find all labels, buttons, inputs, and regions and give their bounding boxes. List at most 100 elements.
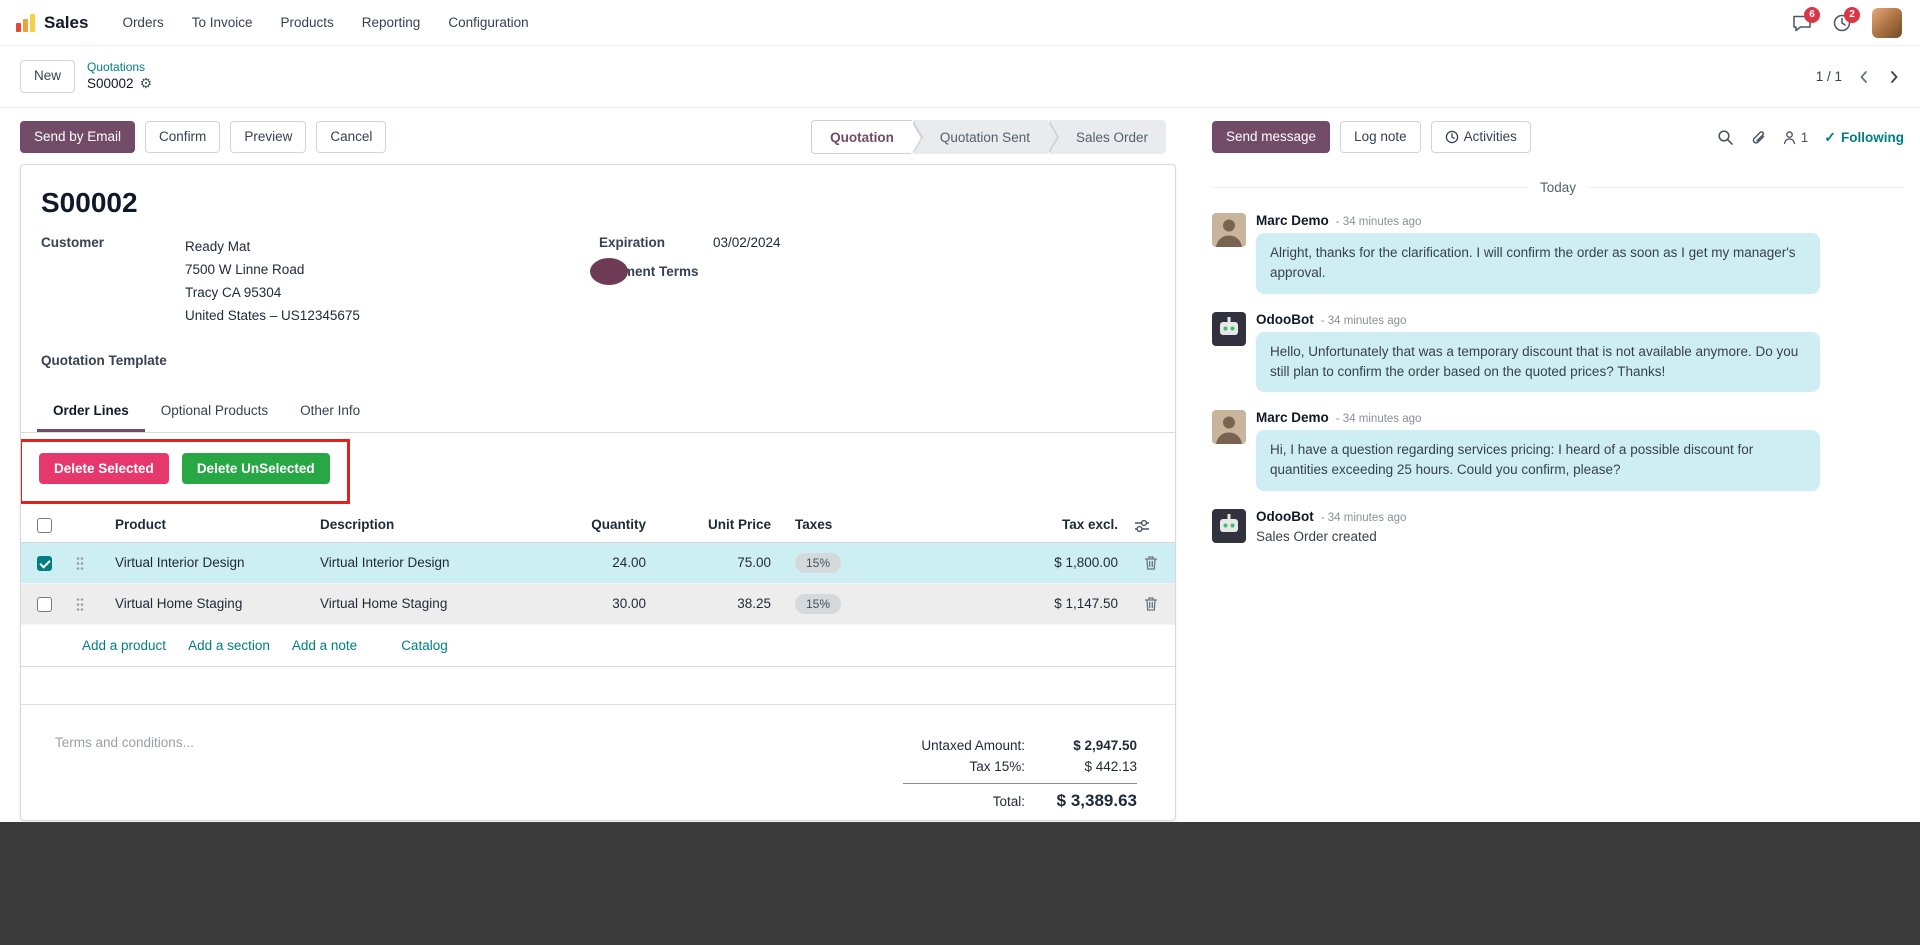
menu-orders[interactable]: Orders xyxy=(122,15,164,30)
status-step-sales-order[interactable]: Sales Order xyxy=(1049,120,1166,154)
optional-columns-icon[interactable] xyxy=(1134,519,1150,533)
avatar-odoobot[interactable] xyxy=(1212,508,1246,543)
cell-quantity[interactable]: 24.00 xyxy=(612,555,646,571)
chatter-message: OdooBot - 34 minutes ago Hello, Unfortun… xyxy=(1212,311,1904,392)
avatar-marc-demo[interactable] xyxy=(1212,213,1246,247)
order-line-row[interactable]: Virtual Home Staging Virtual Home Stagin… xyxy=(21,583,1175,625)
tax-value: $ 442.13 xyxy=(1084,758,1137,774)
send-message-button[interactable]: Send message xyxy=(1212,120,1331,154)
red-annotation-box: Delete Selected Delete UnSelected xyxy=(21,439,350,504)
message-author[interactable]: OdooBot xyxy=(1256,311,1314,327)
status-step-quotation-sent[interactable]: Quotation Sent xyxy=(913,120,1060,154)
activities-button[interactable]: Activities xyxy=(1430,120,1531,154)
cell-product[interactable]: Virtual Home Staging xyxy=(115,596,243,612)
customer-field[interactable]: Ready Mat 7500 W Linne Road Tracy CA 953… xyxy=(185,235,360,327)
message-time: - 34 minutes ago xyxy=(1335,216,1422,228)
select-all-checkbox[interactable] xyxy=(36,517,52,533)
cell-description[interactable]: Virtual Home Staging xyxy=(320,596,448,612)
chatter-message: Marc Demo - 34 minutes ago Hi, I have a … xyxy=(1212,410,1904,491)
app-switcher[interactable]: Sales xyxy=(16,13,88,33)
confirm-button[interactable]: Confirm xyxy=(145,120,221,154)
pager-previous-icon[interactable] xyxy=(1856,69,1872,85)
following-button[interactable]: ✓ Following xyxy=(1824,128,1904,145)
row-checkbox-checked[interactable] xyxy=(36,555,52,571)
message-body: Sales Order created xyxy=(1256,528,1377,544)
send-by-email-button[interactable]: Send by Email xyxy=(20,120,136,154)
row-checkbox-unchecked[interactable] xyxy=(36,596,52,612)
new-button[interactable]: New xyxy=(20,60,76,93)
preview-button[interactable]: Preview xyxy=(230,120,307,154)
drag-handle-icon[interactable] xyxy=(75,556,85,571)
order-line-row[interactable]: Virtual Interior Design Virtual Interior… xyxy=(21,542,1175,584)
user-avatar[interactable] xyxy=(1872,7,1902,38)
tab-optional-products[interactable]: Optional Products xyxy=(160,403,269,418)
tax-badge[interactable]: 15% xyxy=(795,552,842,573)
delete-line-icon[interactable] xyxy=(1144,555,1158,571)
app-name[interactable]: Sales xyxy=(44,12,89,32)
menu-configuration[interactable]: Configuration xyxy=(448,15,529,30)
delete-unselected-button[interactable]: Delete UnSelected xyxy=(181,453,330,484)
breadcrumb-current-record: S00002 xyxy=(87,75,134,91)
breadcrumb-quotations-link[interactable]: Quotations xyxy=(87,60,146,75)
activities-button-navbar[interactable]: 2 xyxy=(1832,6,1860,33)
header-description: Description xyxy=(312,508,562,543)
avatar-marc-demo[interactable] xyxy=(1212,410,1246,444)
catalog-link[interactable]: Catalog xyxy=(401,637,448,653)
statusbar: Quotation Quotation Sent Sales Order xyxy=(811,120,1166,155)
tab-order-lines[interactable]: Order Lines xyxy=(37,392,145,432)
cell-product[interactable]: Virtual Interior Design xyxy=(115,555,245,571)
follower-count: 1 xyxy=(1800,129,1809,145)
delete-line-icon[interactable] xyxy=(1144,596,1158,612)
messages-button[interactable]: 6 xyxy=(1792,6,1820,33)
drag-handle-icon[interactable] xyxy=(75,597,85,612)
search-messages-icon[interactable] xyxy=(1717,129,1734,146)
form-sheet: S00002 Customer Ready Mat 7500 W Linne R… xyxy=(20,164,1176,821)
customer-name[interactable]: Ready Mat xyxy=(185,239,251,254)
tax-badge[interactable]: 15% xyxy=(795,593,842,614)
cursor-highlight-blob xyxy=(590,258,628,285)
record-settings-gear-icon[interactable]: ⚙ xyxy=(139,75,153,92)
notebook-pane-bottom xyxy=(21,667,1175,705)
expiration-field[interactable]: 03/02/2024 xyxy=(713,235,781,250)
person-icon xyxy=(1782,130,1797,145)
log-note-button[interactable]: Log note xyxy=(1340,120,1421,154)
header-taxes: Taxes xyxy=(779,508,899,543)
add-a-note-link[interactable]: Add a note xyxy=(291,637,358,653)
header-subtotal: Tax excl. xyxy=(899,508,1126,543)
order-lines-table: Product Description Quantity Unit Price … xyxy=(21,508,1175,625)
chatter-action-row: Send message Log note Activities xyxy=(1212,120,1904,154)
add-a-section-link[interactable]: Add a section xyxy=(188,637,270,653)
header-unit-price: Unit Price xyxy=(654,508,779,543)
cell-quantity[interactable]: 30.00 xyxy=(612,596,646,612)
pager-count: 1 / 1 xyxy=(1815,69,1842,84)
quotation-template-label: Quotation Template xyxy=(41,353,167,368)
notebook-tabs: Order Lines Optional Products Other Info xyxy=(21,392,1175,433)
bottom-band xyxy=(0,822,1920,945)
cell-unit-price[interactable]: 38.25 xyxy=(737,596,771,612)
terms-and-conditions-field[interactable]: Terms and conditions... xyxy=(55,734,194,750)
check-icon: ✓ xyxy=(1824,128,1836,145)
header-product: Product xyxy=(107,508,312,543)
delete-selected-button[interactable]: Delete Selected xyxy=(39,453,169,484)
menu-to-invoice[interactable]: To Invoice xyxy=(191,15,253,30)
cell-description[interactable]: Virtual Interior Design xyxy=(320,555,450,571)
message-author[interactable]: OdooBot xyxy=(1256,508,1314,524)
status-step-quotation[interactable]: Quotation xyxy=(811,120,923,155)
add-a-product-link[interactable]: Add a product xyxy=(82,637,167,653)
message-author[interactable]: Marc Demo xyxy=(1256,410,1329,425)
followers-button[interactable]: 1 xyxy=(1782,129,1809,145)
activities-badge: 2 xyxy=(1844,6,1860,23)
message-author[interactable]: Marc Demo xyxy=(1256,213,1329,228)
clock-icon xyxy=(1832,13,1852,33)
pager-next-icon[interactable] xyxy=(1886,69,1902,85)
menu-reporting[interactable]: Reporting xyxy=(361,15,421,30)
cell-subtotal: $ 1,147.50 xyxy=(1054,596,1118,612)
payment-terms-label: Payment Terms xyxy=(590,258,713,285)
avatar-odoobot[interactable] xyxy=(1212,311,1246,346)
cancel-button[interactable]: Cancel xyxy=(316,120,387,154)
cell-unit-price[interactable]: 75.00 xyxy=(737,555,771,571)
attachments-icon[interactable] xyxy=(1750,129,1766,146)
tab-other-info[interactable]: Other Info xyxy=(300,403,361,418)
menu-products[interactable]: Products xyxy=(280,15,334,30)
